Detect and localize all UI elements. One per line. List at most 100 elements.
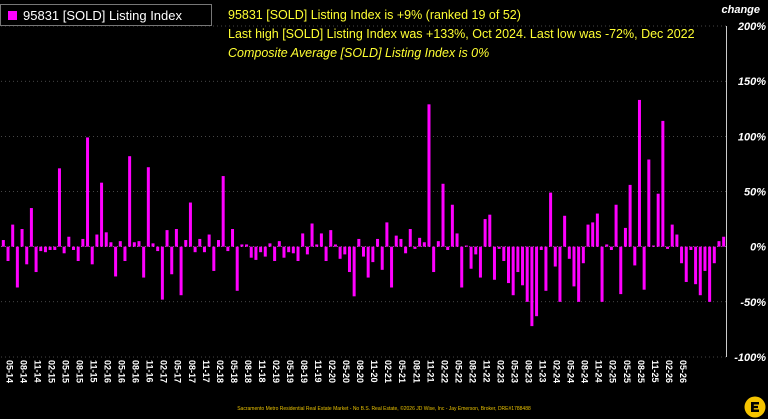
bar (422, 242, 426, 247)
bar (329, 230, 333, 247)
bar (137, 241, 141, 247)
bar (623, 227, 627, 247)
bar (670, 224, 674, 247)
bar (76, 246, 80, 262)
bar (530, 246, 534, 327)
bar (226, 246, 230, 252)
chart-legend: 95831 [SOLD] Listing Index (0, 4, 212, 26)
bar (661, 120, 665, 247)
y-tick-label: -50% (740, 297, 766, 309)
bar (516, 246, 520, 273)
bar (642, 246, 646, 290)
x-tick-label: 05-20 (341, 360, 351, 383)
bar (549, 192, 553, 247)
x-tick-label: 08-14 (18, 360, 28, 383)
bar (221, 176, 225, 247)
bar (174, 229, 178, 247)
bar (25, 246, 29, 265)
bar (254, 246, 258, 260)
legend-label: 95831 [SOLD] Listing Index (23, 8, 182, 23)
bar (170, 246, 174, 275)
bar (586, 224, 590, 247)
bar (614, 204, 618, 247)
bar (502, 246, 506, 262)
x-tick-label: 11-21 (425, 360, 435, 383)
x-tick-label: 05-26 (678, 360, 688, 383)
info-line-composite: Composite Average [SOLD] Listing Index i… (228, 46, 490, 60)
bar (282, 246, 286, 258)
bar (81, 238, 85, 247)
bar (600, 246, 604, 302)
bar (212, 246, 216, 271)
bar (193, 246, 197, 253)
bar (595, 213, 599, 247)
bar (619, 246, 623, 295)
bar (497, 246, 501, 249)
bar (57, 168, 61, 247)
bar (352, 246, 356, 297)
x-tick-label: 08-17 (187, 360, 197, 383)
x-tick-label: 02-26 (664, 360, 674, 383)
bar (390, 246, 394, 288)
bar (6, 246, 10, 262)
x-tick-label: 05-25 (622, 360, 632, 383)
bar (240, 244, 244, 247)
bar (156, 246, 160, 252)
x-tick-label: 02-21 (383, 360, 393, 383)
x-tick-label: 11-14 (32, 360, 42, 383)
bar (39, 246, 43, 252)
bar (399, 238, 403, 247)
bar (249, 246, 253, 258)
bar (535, 246, 539, 317)
bar (90, 246, 94, 265)
bar (469, 246, 473, 269)
bar (109, 242, 113, 247)
bar (291, 246, 295, 254)
bar (712, 246, 716, 264)
x-tick-label: 08-21 (411, 360, 421, 383)
bar (577, 246, 581, 302)
info-line-high-low: Last high [SOLD] Listing Index was +133%… (228, 27, 695, 41)
bar (277, 241, 281, 247)
bar (567, 246, 571, 259)
bar (628, 184, 632, 247)
bar (263, 246, 267, 257)
x-tick-label: 11-19 (313, 360, 323, 383)
bar (114, 246, 118, 277)
y-tick-label: 100% (738, 131, 766, 143)
bar (268, 243, 272, 247)
y-axis-ticks: 200% 150% 100% 50% 0% -50% -100% (734, 21, 766, 364)
bar (146, 167, 150, 247)
bar (132, 242, 136, 247)
bar (394, 235, 398, 247)
bar (376, 238, 380, 247)
bar (165, 230, 169, 247)
bar (647, 159, 651, 247)
bar (53, 246, 57, 250)
bar (151, 243, 155, 247)
x-tick-label: 02-25 (608, 360, 618, 383)
bar (703, 246, 707, 271)
bar (34, 246, 38, 273)
bar (11, 224, 15, 247)
bar (259, 246, 263, 253)
bar (507, 246, 510, 284)
bar (296, 246, 300, 262)
bar (160, 246, 164, 300)
x-tick-label: 05-19 (285, 360, 295, 383)
bar (684, 246, 688, 282)
bar (689, 246, 693, 250)
x-tick-label: 08-15 (75, 360, 85, 383)
x-tick-label: 11-15 (89, 360, 99, 383)
x-tick-label: 11-17 (201, 360, 211, 383)
legend-swatch (8, 11, 17, 20)
x-tick-label: 08-20 (355, 360, 365, 383)
x-tick-label: 05-24 (566, 360, 576, 383)
x-tick-label: 02-15 (46, 360, 56, 383)
x-tick-label: 11-23 (538, 360, 548, 383)
bar (338, 246, 342, 259)
x-axis-ticks: 05-14 08-14 11-14 02-15 05-15 08-15 11-15 02-16… (4, 360, 688, 383)
x-tick-label: 11-25 (650, 360, 660, 383)
grid-lines (1, 25, 727, 358)
bar (20, 229, 24, 247)
